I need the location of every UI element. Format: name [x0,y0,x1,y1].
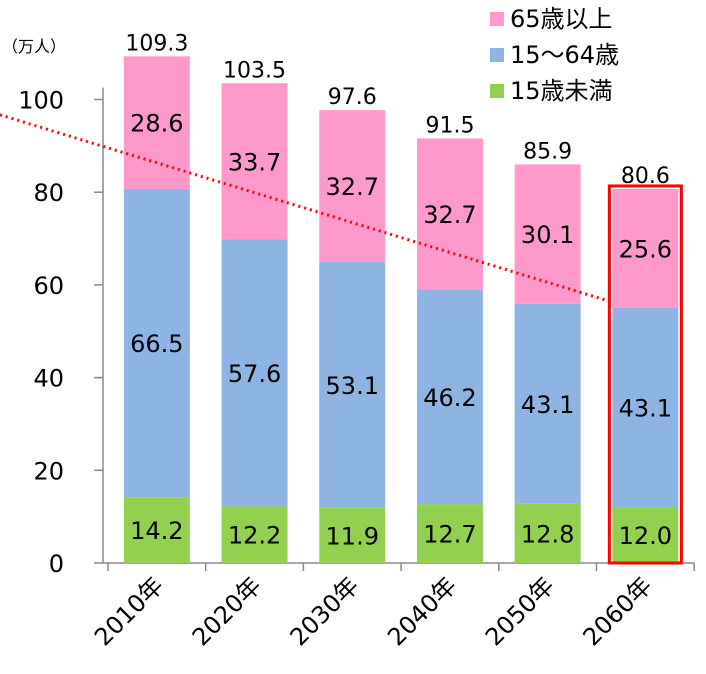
x-tick-label: 2050年 [480,571,560,651]
data-label: 28.6 [130,110,183,138]
total-label: 97.6 [328,85,377,110]
bar-segment [221,83,288,240]
data-label: 11.9 [326,522,379,550]
y-tick-label: 20 [33,457,64,485]
x-tick-label: 2020年 [187,571,267,651]
data-label: 43.1 [521,391,574,419]
bar-segment [416,138,483,290]
x-tick-label: 2030年 [285,571,365,651]
total-label: 103.5 [223,58,286,83]
data-label: 32.7 [326,173,379,201]
bar-segment [319,110,386,262]
bar-segment [514,303,581,504]
y-tick-label: 60 [33,272,64,300]
y-axis-unit-label: （万人） [2,37,66,56]
y-tick-label: 0 [49,550,64,578]
y-tick-label: 100 [18,87,64,115]
bar-segment [319,261,386,508]
data-label: 66.5 [130,330,183,358]
y-tick-label: 80 [33,179,64,207]
y-tick-label: 40 [33,365,64,393]
data-label: 30.1 [521,221,574,249]
data-label: 12.8 [521,520,574,548]
legend-swatch [490,12,504,26]
bar-segment [123,497,190,563]
bar-segment [319,507,386,563]
highlight-box [607,184,683,565]
bar-segment [612,307,679,508]
data-label: 25.6 [619,235,672,263]
total-label: 109.3 [125,31,188,56]
data-label: 33.7 [228,148,281,176]
bar-segment [514,164,581,304]
data-label: 46.2 [423,384,476,412]
data-label: 53.1 [326,372,379,400]
total-label: 91.5 [425,113,474,138]
data-label: 12.7 [423,521,476,549]
legend-label: 65歳以上 [510,5,613,33]
legend: 65歳以上 15～64歳 15歳未満 [490,5,619,105]
data-label: 32.7 [423,201,476,229]
bar-segment [612,188,679,308]
x-tick-label: 2060年 [578,571,658,651]
total-label: 85.9 [523,139,572,164]
bar-segment [123,188,190,498]
bar-segment [416,289,483,505]
bar-segment [514,503,581,563]
legend-swatch [490,84,504,98]
x-tick-label: 2010年 [89,571,169,651]
data-label: 43.1 [619,394,672,422]
legend-label: 15～64歳 [510,41,619,69]
bars: 14.2 66.5 28.6 109.3 12.2 57.6 33.7 103.5 11.9 53… [123,31,679,563]
data-label: 57.6 [228,360,281,388]
data-label: 14.2 [130,517,183,545]
bar-segment [416,504,483,563]
trend-line [0,113,613,304]
bar-segment [221,239,288,507]
overlays [0,113,683,565]
bar-segment [123,56,190,189]
bar-segment [612,507,679,563]
data-label: 12.0 [619,522,672,550]
data-label: 12.2 [228,522,281,550]
legend-label: 15歳未満 [510,77,613,105]
bar-segment [221,506,288,563]
x-tick-label: 2040年 [382,571,462,651]
legend-swatch [490,48,504,62]
